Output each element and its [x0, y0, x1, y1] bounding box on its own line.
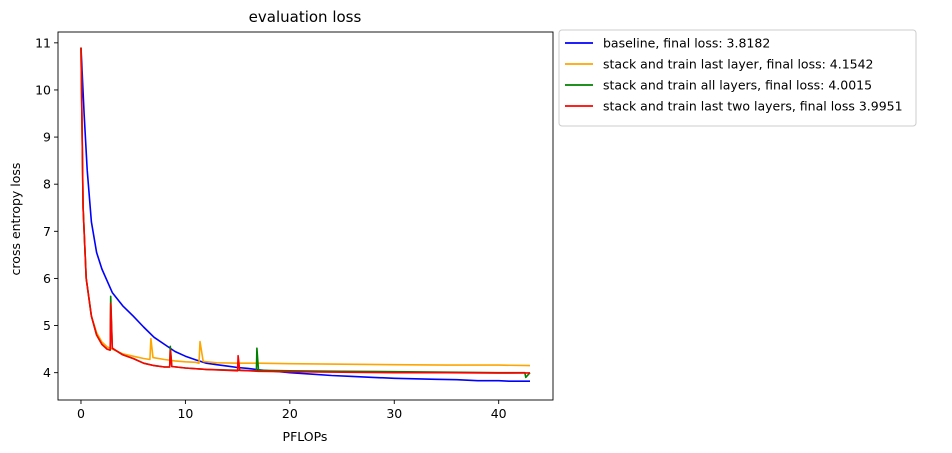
y-tick-label: 5: [43, 318, 51, 333]
legend-entry: stack and train all layers, final loss: …: [603, 78, 872, 93]
legend: baseline, final loss: 3.8182 stack and tr…: [558, 29, 917, 127]
series-line-4: [80, 47, 531, 374]
series-line-1: [80, 47, 530, 383]
x-axis: 0 10 20 30 40: [77, 400, 507, 421]
x-tick-label: 0: [77, 406, 85, 421]
y-axis-label: cross entropy loss: [8, 163, 23, 276]
plot-area: [57, 31, 554, 401]
legend-entry: stack and train last layer, final loss: …: [603, 57, 874, 72]
y-tick-label: 4: [43, 365, 51, 380]
series-line-2: [80, 47, 531, 367]
x-tick-label: 20: [282, 406, 298, 421]
y-tick-label: 6: [43, 271, 51, 286]
y-tick-label: 11: [35, 35, 51, 50]
y-tick-label: 10: [35, 82, 51, 97]
x-tick-label: 40: [491, 406, 507, 421]
legend-entry: baseline, final loss: 3.8182: [603, 36, 770, 51]
x-axis-label: PFLOPs: [283, 429, 328, 444]
plot-frame: [57, 31, 554, 401]
y-tick-label: 8: [43, 177, 51, 192]
y-tick-label: 7: [43, 224, 51, 239]
chart-title: evaluation loss: [249, 8, 362, 26]
x-tick-label: 30: [386, 406, 402, 421]
x-tick-label: 10: [177, 406, 193, 421]
y-axis: 4 5 6 7 8 9 10 11: [35, 35, 58, 380]
legend-entry: stack and train last two layers, final l…: [603, 99, 903, 114]
legend-box: [558, 29, 917, 127]
y-tick-label: 9: [43, 130, 51, 145]
series-line-3: [80, 47, 531, 379]
